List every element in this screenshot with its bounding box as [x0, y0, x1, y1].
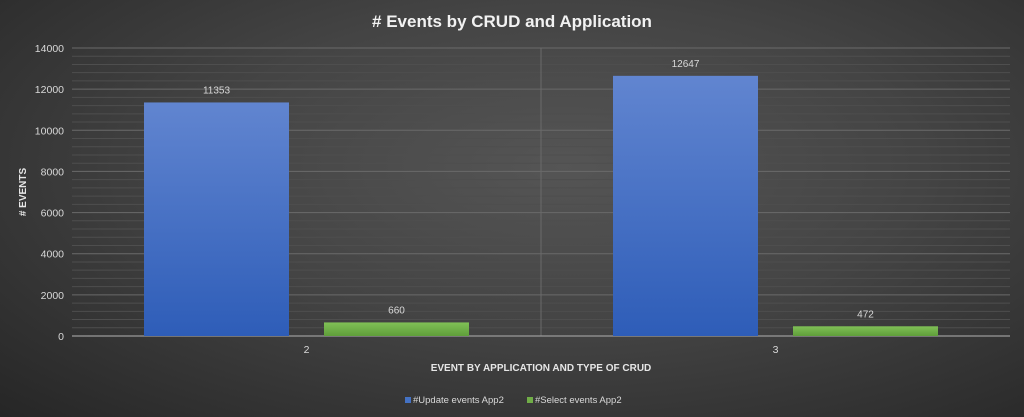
- chart-title: # Events by CRUD and Application: [372, 12, 652, 31]
- legend-label-select: #Select events App2: [535, 395, 622, 406]
- bar: [613, 75, 758, 337]
- bars: 11353 660 12647 472: [144, 59, 938, 337]
- data-label: 11353: [203, 85, 231, 96]
- y-tick-label: 14000: [35, 43, 64, 55]
- y-tick-label: 10000: [35, 125, 64, 137]
- bar: [324, 322, 469, 336]
- legend-swatch-select: [527, 397, 533, 403]
- legend-swatch-update: [405, 397, 411, 403]
- x-tick-label: 2: [304, 344, 310, 356]
- x-tick-label: 3: [773, 344, 779, 356]
- data-label: 472: [857, 309, 874, 320]
- y-tick-label: 4000: [41, 249, 65, 261]
- y-tick-label: 2000: [41, 290, 65, 302]
- legend: #Update events App2 #Select events App2: [405, 395, 622, 406]
- bar: [793, 326, 938, 336]
- x-axis-label: EVENT BY APPLICATION AND TYPE OF CRUD: [431, 363, 652, 374]
- y-tick-label: 12000: [35, 84, 64, 96]
- data-label: 660: [388, 305, 405, 316]
- y-axis-label: # EVENTS: [18, 168, 29, 217]
- y-tick-label: 8000: [41, 166, 65, 178]
- bar: [144, 102, 289, 336]
- y-axis-ticks: 0 2000 4000 6000 8000 10000 12000 14000: [35, 43, 64, 343]
- data-label: 12647: [672, 59, 700, 70]
- y-tick-label: 0: [58, 331, 64, 343]
- legend-label-update: #Update events App2: [413, 395, 504, 406]
- y-tick-label: 6000: [41, 208, 65, 220]
